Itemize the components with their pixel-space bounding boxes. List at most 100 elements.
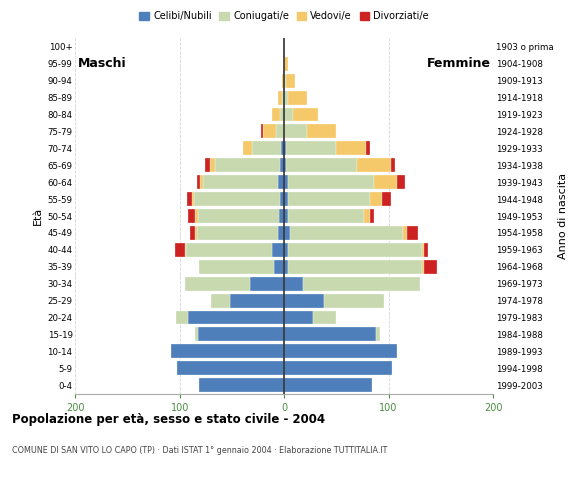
Bar: [280, 192, 284, 206]
Bar: [194, 192, 280, 206]
Bar: [271, 108, 280, 121]
Bar: [278, 91, 282, 105]
Bar: [382, 192, 391, 206]
Bar: [288, 175, 374, 189]
Bar: [288, 91, 307, 105]
Bar: [284, 209, 288, 223]
Bar: [198, 260, 274, 274]
Bar: [175, 243, 185, 257]
Bar: [284, 327, 376, 341]
Y-axis label: Età: Età: [33, 207, 44, 225]
Bar: [280, 108, 284, 121]
Bar: [284, 124, 307, 138]
Bar: [195, 226, 197, 240]
Bar: [205, 158, 210, 172]
Bar: [376, 327, 380, 341]
Bar: [424, 243, 428, 257]
Bar: [284, 57, 288, 71]
Bar: [284, 158, 287, 172]
Bar: [407, 226, 418, 240]
Bar: [284, 175, 288, 189]
Bar: [374, 175, 397, 189]
Bar: [198, 378, 284, 392]
Bar: [422, 260, 424, 274]
Bar: [292, 108, 318, 121]
Bar: [210, 158, 215, 172]
Bar: [215, 158, 280, 172]
Bar: [244, 142, 252, 155]
Bar: [364, 209, 370, 223]
Text: Popolazione per età, sesso e stato civile - 2004: Popolazione per età, sesso e stato civil…: [12, 413, 325, 426]
Bar: [288, 243, 422, 257]
Bar: [185, 277, 250, 290]
Bar: [370, 209, 374, 223]
Bar: [195, 209, 198, 223]
Bar: [282, 91, 284, 105]
Bar: [284, 91, 288, 105]
Bar: [200, 175, 203, 189]
Legend: Celibi/Nubili, Coniugati/e, Vedovi/e, Divorziati/e: Celibi/Nubili, Coniugati/e, Vedovi/e, Di…: [136, 7, 433, 25]
Bar: [190, 226, 195, 240]
Bar: [336, 142, 365, 155]
Bar: [172, 344, 284, 358]
Bar: [284, 226, 291, 240]
Text: Maschi: Maschi: [78, 57, 126, 70]
Bar: [284, 192, 288, 206]
Bar: [281, 142, 284, 155]
Bar: [370, 192, 382, 206]
Bar: [288, 260, 422, 274]
Y-axis label: Anno di nascita: Anno di nascita: [557, 173, 568, 259]
Bar: [203, 175, 278, 189]
Bar: [303, 277, 420, 290]
Bar: [197, 226, 278, 240]
Bar: [280, 158, 284, 172]
Bar: [287, 158, 357, 172]
Bar: [276, 124, 284, 138]
Bar: [365, 142, 370, 155]
Bar: [198, 209, 279, 223]
Bar: [324, 294, 385, 308]
Bar: [278, 175, 284, 189]
Bar: [197, 175, 200, 189]
Bar: [261, 124, 263, 138]
Bar: [284, 74, 287, 88]
Bar: [284, 108, 292, 121]
Bar: [313, 311, 336, 324]
Bar: [193, 192, 194, 206]
Bar: [284, 361, 392, 375]
Bar: [185, 243, 186, 257]
Bar: [195, 327, 198, 341]
Bar: [177, 361, 284, 375]
Bar: [278, 226, 284, 240]
Bar: [422, 243, 424, 257]
Bar: [188, 209, 195, 223]
Bar: [391, 158, 395, 172]
Bar: [252, 142, 281, 155]
Bar: [284, 378, 372, 392]
Bar: [188, 311, 284, 324]
Bar: [211, 294, 230, 308]
Bar: [284, 243, 288, 257]
Bar: [282, 74, 284, 88]
Bar: [424, 260, 437, 274]
Bar: [291, 226, 403, 240]
Bar: [284, 142, 287, 155]
Bar: [357, 158, 391, 172]
Text: Femmine: Femmine: [427, 57, 491, 70]
Bar: [284, 260, 288, 274]
Bar: [198, 327, 284, 341]
Bar: [287, 142, 336, 155]
Bar: [271, 243, 284, 257]
Bar: [403, 226, 407, 240]
Bar: [307, 124, 336, 138]
Bar: [284, 311, 313, 324]
Bar: [284, 344, 397, 358]
Bar: [186, 243, 271, 257]
Bar: [176, 311, 188, 324]
Bar: [287, 74, 295, 88]
Bar: [274, 260, 284, 274]
Bar: [288, 209, 364, 223]
Bar: [284, 294, 324, 308]
Bar: [284, 277, 303, 290]
Bar: [288, 192, 370, 206]
